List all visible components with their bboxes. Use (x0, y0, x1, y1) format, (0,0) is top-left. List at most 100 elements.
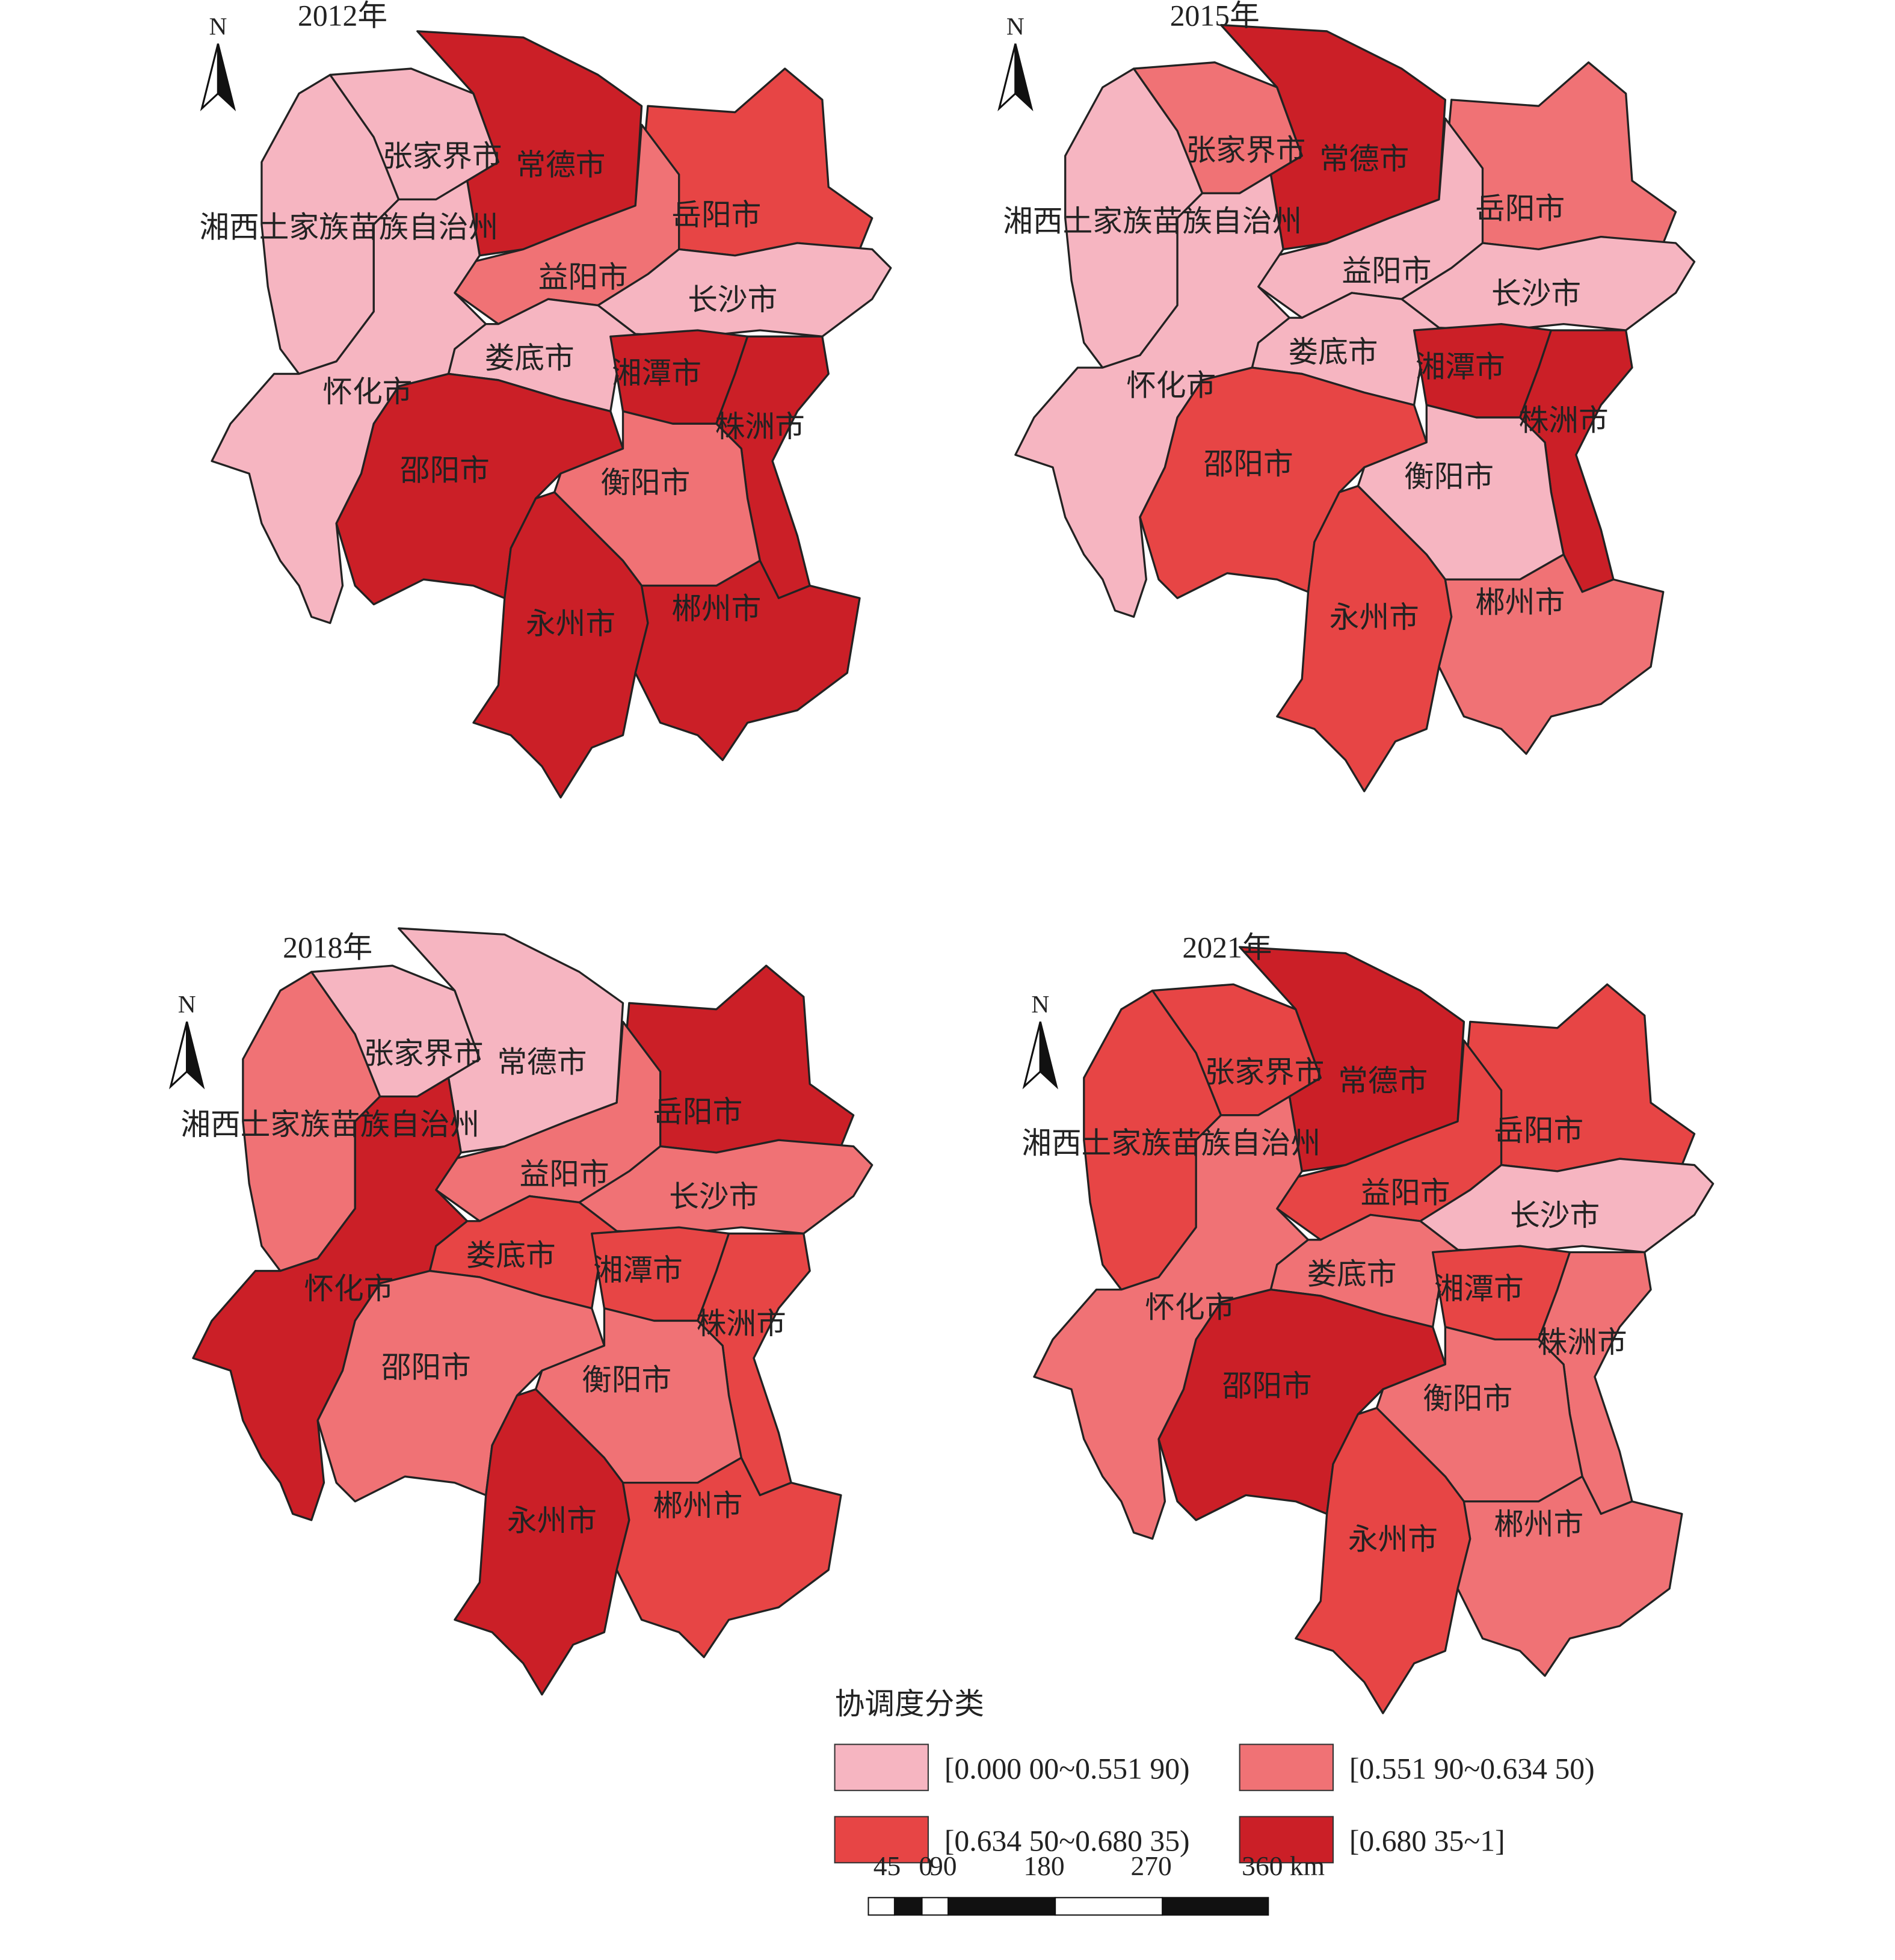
region-label: 常德市 (497, 1046, 587, 1079)
region-label: 湘西土家族苗族自治州 (180, 1108, 479, 1141)
region-label: 湘潭市 (1434, 1272, 1524, 1305)
north-arrow (1039, 1022, 1058, 1089)
region-label: 娄底市 (1288, 336, 1378, 369)
region (1438, 553, 1665, 755)
region-label: 湘潭市 (612, 357, 701, 390)
scale-segment (1162, 1897, 1269, 1916)
north-arrow (200, 43, 219, 112)
map-title: 2012年 (298, 0, 387, 32)
region (1014, 173, 1291, 618)
region-label: 湘西土家族苗族自治州 (1021, 1127, 1320, 1160)
region-label: 邵阳市 (381, 1351, 471, 1384)
scale-label: 270 (1130, 1851, 1171, 1881)
region-label: 长沙市 (1491, 277, 1581, 310)
region-label: 怀化市 (322, 375, 412, 408)
region-label: 长沙市 (1510, 1199, 1600, 1232)
region-label: 娄底市 (466, 1239, 556, 1272)
region-label: 常德市 (1319, 143, 1409, 176)
region-label: 邵阳市 (1222, 1370, 1312, 1403)
region-label: 娄底市 (485, 342, 575, 375)
region-label: 永州市 (526, 607, 615, 640)
region-label: 张家界市 (1186, 134, 1306, 167)
region-label: 株洲市 (1538, 1326, 1627, 1359)
scale-segment (948, 1897, 1056, 1916)
north-arrow (1022, 1022, 1041, 1089)
scale-segment (921, 1897, 949, 1916)
region-label: 永州市 (1348, 1523, 1438, 1556)
region-label: 湘潭市 (593, 1254, 683, 1287)
region-label: 湘西土家族苗族自治州 (1003, 205, 1302, 238)
region-label: 益阳市 (1342, 254, 1431, 288)
region-label: 娄底市 (1307, 1257, 1397, 1290)
north-arrow (168, 1022, 188, 1089)
region-label: 张家界市 (364, 1037, 484, 1070)
region-label: 株洲市 (1519, 404, 1609, 437)
region-label: 永州市 (507, 1504, 597, 1537)
legend-swatch (1239, 1816, 1334, 1864)
north-arrow (217, 43, 236, 112)
region-label: 衡阳市 (600, 466, 690, 499)
region-label: 岳阳市 (653, 1096, 742, 1129)
region (192, 1076, 469, 1521)
region-label: 怀化市 (1145, 1291, 1234, 1324)
region-label: 长沙市 (688, 283, 777, 316)
scale-label: 360 km (1242, 1851, 1325, 1881)
map-title: 2021年 (1182, 931, 1272, 964)
north-label: N (178, 990, 196, 1018)
north-label: N (1006, 12, 1025, 40)
region-label: 邵阳市 (1204, 448, 1293, 481)
legend-label: [0.000 00~0.551 90) (944, 1752, 1190, 1786)
region-label: 株洲市 (697, 1307, 786, 1340)
scale-label: 45 (874, 1851, 901, 1881)
region-label: 张家界市 (383, 140, 502, 173)
region (1276, 485, 1453, 792)
scale-label: 180 (1023, 1851, 1064, 1881)
region (615, 1456, 842, 1659)
region (1295, 1407, 1471, 1715)
region-label: 怀化市 (1126, 369, 1216, 402)
region-label: 湘潭市 (1416, 351, 1505, 384)
region-label: 岳阳市 (1494, 1114, 1583, 1147)
region-label: 长沙市 (669, 1180, 759, 1213)
north-arrow (997, 43, 1017, 112)
region-label: 益阳市 (520, 1158, 609, 1191)
region (1456, 1475, 1683, 1677)
region-label: 衡阳市 (1423, 1382, 1512, 1415)
scale-segment (1055, 1897, 1163, 1916)
scale-label: 90 (929, 1851, 957, 1881)
legend-swatch (1239, 1743, 1334, 1792)
scale-segment (867, 1897, 896, 1916)
region-label: 常德市 (516, 149, 605, 182)
legend-label: [0.551 90~0.634 50) (1349, 1752, 1595, 1786)
legend-label: [0.680 35~1] (1349, 1825, 1505, 1858)
region-label: 永州市 (1330, 601, 1419, 634)
legend-title: 协调度分类 (835, 1687, 984, 1721)
region-label: 怀化市 (304, 1272, 393, 1305)
region-label: 株洲市 (715, 410, 805, 443)
region-label: 常德市 (1338, 1064, 1428, 1097)
region-label: 衡阳市 (582, 1363, 671, 1396)
region-label: 邵阳市 (400, 454, 490, 487)
legend-swatch (834, 1816, 929, 1864)
region-label: 益阳市 (538, 261, 628, 294)
region (472, 491, 649, 799)
region (634, 559, 861, 762)
region-label: 郴州市 (1494, 1508, 1583, 1541)
region-label: 衡阳市 (1404, 460, 1494, 493)
north-arrow (186, 1022, 205, 1089)
region-label: 郴州市 (1475, 586, 1565, 619)
map-title: 2018年 (283, 931, 372, 964)
region-label: 岳阳市 (1475, 193, 1565, 226)
region-label: 岳阳市 (671, 199, 761, 232)
legend-label: [0.634 50~0.680 35) (944, 1825, 1190, 1858)
region (1033, 1095, 1310, 1540)
region-label: 湘西土家族苗族自治州 (199, 211, 498, 244)
region (454, 1388, 630, 1696)
north-label: N (1031, 990, 1049, 1018)
region-label: 郴州市 (653, 1490, 742, 1523)
